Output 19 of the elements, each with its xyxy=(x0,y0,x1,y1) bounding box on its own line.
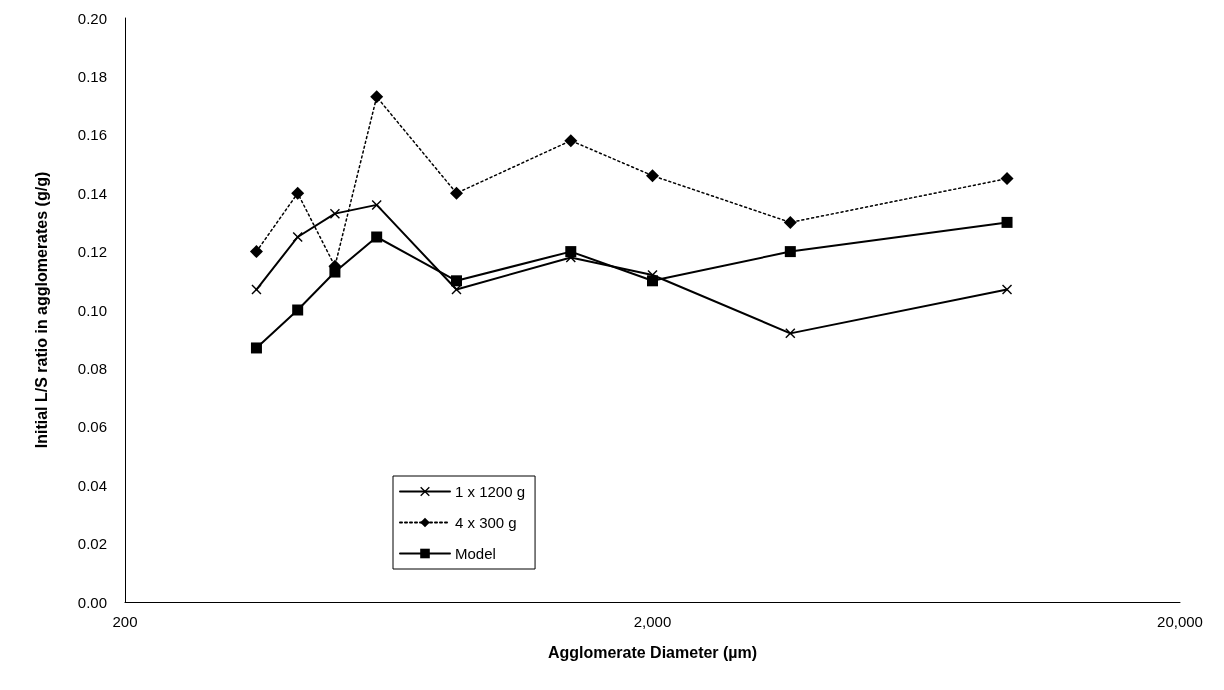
y-tick-label: 0.10 xyxy=(77,301,107,319)
y-tick-label: 0.14 xyxy=(77,184,107,202)
legend-label: 4 x 300 g xyxy=(455,514,517,531)
y-tick-label: 0.16 xyxy=(77,126,107,144)
y-tick-label: 0.12 xyxy=(77,243,107,261)
y-axis-title: Initial L/S ratio in agglomerates (g/g) xyxy=(32,171,50,449)
y-tick-label: 0.08 xyxy=(77,359,107,377)
legend-label: Model xyxy=(455,545,496,562)
x-tick-label: 20,000 xyxy=(1157,613,1203,630)
y-tick-label: 0.00 xyxy=(77,593,107,611)
legend-label: 1 x 1200 g xyxy=(455,483,526,500)
y-tick-label: 0.06 xyxy=(77,418,107,436)
y-tick-label: 0.20 xyxy=(77,9,107,27)
x-axis-title: Agglomerate Diameter (µm) xyxy=(547,643,758,661)
y-tick-label: 0.04 xyxy=(77,476,107,494)
y-tick-label: 0.18 xyxy=(77,67,107,85)
x-tick-label: 200 xyxy=(112,613,138,630)
x-tick-label: 2,000 xyxy=(633,613,672,630)
y-tick-label: 0.02 xyxy=(77,535,107,553)
